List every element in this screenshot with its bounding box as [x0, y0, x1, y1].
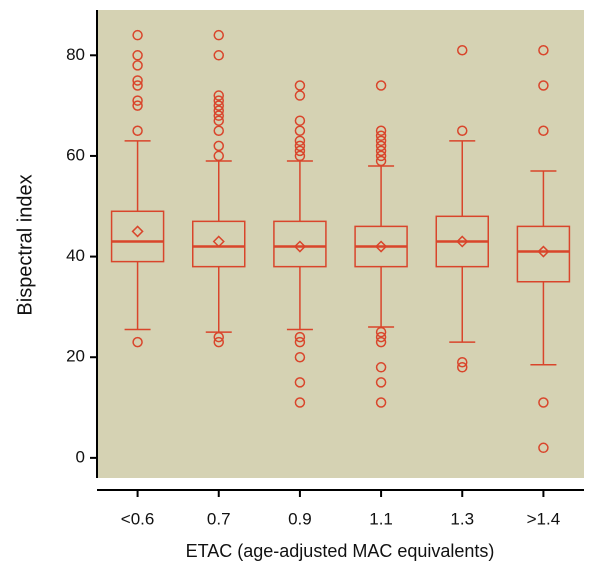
y-tick-label: 40	[66, 246, 85, 265]
y-axis-label: Bispectral index	[14, 174, 36, 315]
outlier	[213, 150, 224, 162]
outlier	[538, 80, 549, 91]
outlier	[132, 50, 143, 61]
outlier	[294, 135, 306, 147]
plot-background	[97, 10, 584, 478]
outlier	[375, 397, 387, 408]
outlier	[375, 155, 387, 167]
outlier	[294, 90, 306, 101]
outlier	[538, 397, 549, 408]
box	[192, 220, 246, 268]
outlier	[294, 140, 306, 152]
mean-marker	[131, 225, 144, 238]
x-tick-label: 0.7	[207, 509, 231, 528]
outlier	[375, 362, 387, 373]
x-tick-label: 1.3	[450, 509, 474, 528]
mean-marker	[212, 235, 225, 248]
x-tick-label: 1.1	[369, 509, 393, 528]
outlier	[375, 377, 387, 388]
outlier	[294, 377, 306, 388]
outlier	[538, 125, 549, 137]
outlier	[457, 357, 468, 368]
x-axis-label: ETAC (age-adjusted MAC equivalents)	[186, 541, 495, 561]
outlier	[213, 336, 224, 348]
outlier	[132, 29, 143, 41]
y-tick-label: 20	[66, 347, 85, 366]
outlier	[132, 336, 143, 348]
outlier	[132, 100, 143, 111]
outlier	[375, 135, 387, 147]
outlier	[375, 331, 387, 343]
y-tick-label: 0	[76, 447, 85, 466]
box	[273, 220, 327, 268]
box	[516, 225, 571, 283]
outlier	[132, 60, 143, 71]
box	[110, 210, 165, 263]
outlier	[213, 90, 224, 101]
outlier	[132, 95, 143, 106]
outlier	[294, 331, 306, 343]
mean-marker	[456, 235, 469, 248]
outlier	[213, 331, 224, 343]
outlier	[213, 110, 224, 121]
outlier	[457, 125, 468, 137]
outlier	[294, 150, 306, 162]
outlier	[213, 100, 224, 111]
mean-marker	[537, 245, 550, 258]
outlier	[294, 336, 306, 348]
y-tick-label: 60	[66, 145, 85, 164]
outlier	[213, 125, 224, 137]
outlier	[213, 105, 224, 116]
outlier	[213, 140, 224, 152]
outlier	[375, 150, 387, 162]
outlier	[375, 145, 387, 157]
outlier	[213, 50, 224, 61]
outlier	[294, 115, 306, 126]
outlier	[132, 125, 143, 137]
outlier	[538, 442, 549, 454]
mean-marker	[293, 240, 306, 253]
outlier	[294, 397, 306, 408]
outlier	[375, 80, 387, 91]
y-tick-label: 80	[66, 45, 85, 64]
mean-marker	[375, 240, 388, 253]
outlier	[294, 145, 306, 157]
outlier	[213, 95, 224, 106]
outlier	[375, 326, 387, 338]
outlier	[457, 362, 468, 373]
x-tick-label: 0.9	[288, 509, 312, 528]
outlier	[457, 45, 468, 56]
x-tick-label: <0.6	[121, 509, 155, 528]
outlier	[132, 75, 143, 86]
outlier	[538, 45, 549, 56]
outlier	[375, 140, 387, 152]
outlier	[213, 29, 224, 41]
x-tick-label: >1.4	[527, 509, 561, 528]
outlier	[375, 336, 387, 348]
outlier	[375, 130, 387, 142]
outlier	[294, 125, 306, 137]
outlier	[132, 80, 143, 91]
outlier	[213, 115, 224, 126]
outlier	[375, 125, 387, 137]
outlier	[294, 351, 306, 363]
outlier	[294, 80, 306, 91]
